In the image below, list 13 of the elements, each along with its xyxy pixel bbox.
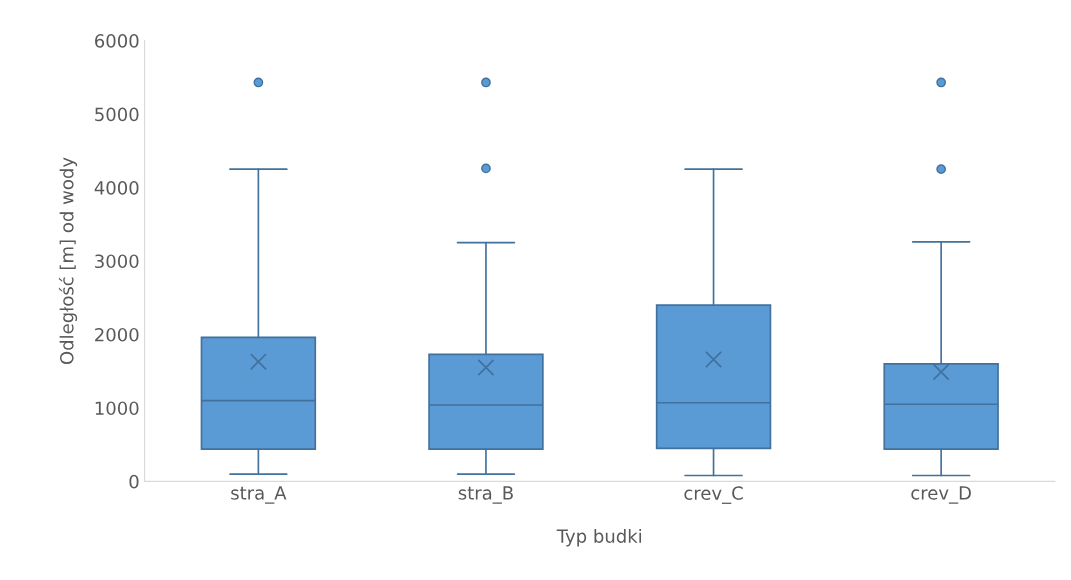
x-tick-label: crev_C (684, 486, 743, 504)
x-axis-title: Typ budki (556, 528, 642, 547)
x-tick-label: stra_A (231, 486, 287, 504)
y-tick-label: 2000 (95, 327, 139, 342)
x-tick-label: stra_B (458, 486, 513, 504)
x-tick-label: crev_D (911, 486, 971, 504)
y-axis-title: Odległość [m] od wody (58, 157, 78, 365)
y-tick-label: 5000 (95, 107, 139, 122)
y-tick-label: 1000 (95, 401, 139, 416)
y-tick-label: 6000 (95, 34, 139, 48)
y-tick-label: 0 (129, 474, 139, 489)
y-tick-label: 3000 (95, 254, 139, 269)
y-tick-label: 4000 (94, 180, 139, 195)
